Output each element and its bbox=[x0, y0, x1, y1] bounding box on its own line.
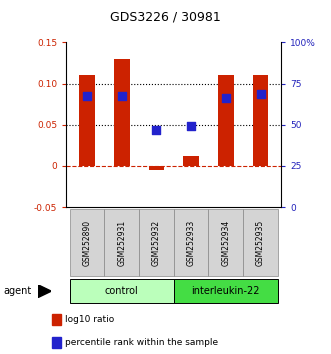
Text: GSM252933: GSM252933 bbox=[187, 219, 196, 266]
Bar bbox=[52, 337, 61, 348]
Bar bbox=[218, 75, 234, 166]
Point bbox=[84, 93, 90, 99]
Text: GSM252934: GSM252934 bbox=[221, 219, 230, 266]
Text: GSM252890: GSM252890 bbox=[82, 219, 91, 266]
Point bbox=[154, 127, 159, 132]
FancyBboxPatch shape bbox=[243, 209, 278, 276]
FancyBboxPatch shape bbox=[139, 209, 174, 276]
Text: interleukin-22: interleukin-22 bbox=[192, 286, 260, 296]
Point bbox=[188, 124, 194, 129]
FancyBboxPatch shape bbox=[174, 279, 278, 303]
Bar bbox=[79, 75, 95, 166]
FancyBboxPatch shape bbox=[104, 209, 139, 276]
Bar bbox=[114, 59, 129, 166]
Text: log10 ratio: log10 ratio bbox=[65, 315, 114, 324]
Polygon shape bbox=[38, 285, 51, 297]
Text: GSM252932: GSM252932 bbox=[152, 219, 161, 266]
FancyBboxPatch shape bbox=[70, 279, 174, 303]
Bar bbox=[183, 156, 199, 166]
Text: agent: agent bbox=[3, 286, 31, 296]
Text: percentile rank within the sample: percentile rank within the sample bbox=[65, 338, 218, 347]
Text: GSM252935: GSM252935 bbox=[256, 219, 265, 266]
FancyBboxPatch shape bbox=[174, 209, 209, 276]
FancyBboxPatch shape bbox=[70, 209, 104, 276]
Text: GSM252931: GSM252931 bbox=[117, 219, 126, 266]
Text: control: control bbox=[105, 286, 139, 296]
Point bbox=[119, 93, 124, 99]
Bar bbox=[52, 314, 61, 325]
Point bbox=[258, 91, 263, 96]
Text: GDS3226 / 30981: GDS3226 / 30981 bbox=[110, 10, 221, 23]
Bar bbox=[253, 75, 268, 166]
FancyBboxPatch shape bbox=[209, 209, 243, 276]
Bar bbox=[149, 166, 164, 170]
Point bbox=[223, 96, 228, 101]
